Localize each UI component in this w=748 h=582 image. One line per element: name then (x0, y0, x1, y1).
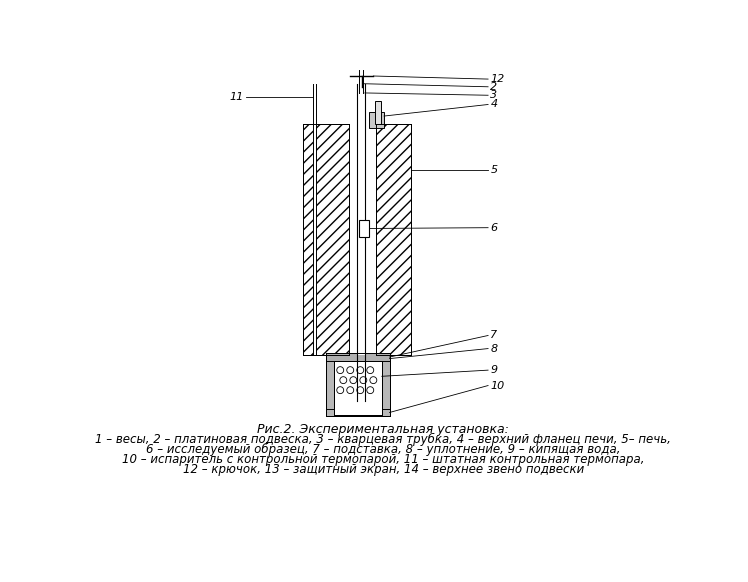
Bar (376, 124, 411, 355)
Text: 7: 7 (491, 331, 497, 340)
Bar (359, 220, 370, 237)
Text: 10: 10 (491, 381, 505, 391)
Bar (326, 353, 390, 361)
Bar (334, 361, 381, 415)
Text: 1 – весы, 2 – платиновая подвеска, 3 – кварцевая трубка, 4 – верхний фланец печи: 1 – весы, 2 – платиновая подвеска, 3 – к… (96, 432, 671, 446)
Bar (381, 353, 390, 416)
Text: 2: 2 (491, 82, 497, 92)
Text: 10 – испаритель с контрольной термопарой, 11 – штатная контрольная термопара,: 10 – испаритель с контрольной термопарой… (122, 453, 645, 466)
Text: 8: 8 (491, 343, 497, 354)
Bar (303, 124, 349, 355)
Text: 6: 6 (491, 223, 497, 233)
Text: 3: 3 (491, 90, 497, 100)
Bar (375, 101, 381, 124)
Bar (369, 112, 384, 127)
Text: 4: 4 (491, 100, 497, 109)
Text: 6 – исследуемый образец, 7 – подставка, 8 – уплотнение, 9 – кипящая вода,: 6 – исследуемый образец, 7 – подставка, … (146, 442, 621, 456)
Bar (326, 409, 390, 416)
Text: Рис.2. Экспериментальная установка:: Рис.2. Экспериментальная установка: (257, 423, 509, 435)
Text: 5: 5 (491, 165, 497, 175)
Text: 11: 11 (229, 92, 243, 102)
Bar (357, 124, 365, 355)
Bar (326, 353, 334, 416)
Bar (349, 124, 376, 355)
Text: 9: 9 (491, 365, 497, 375)
Text: 12: 12 (491, 74, 505, 84)
Bar (313, 124, 316, 355)
Text: 12 – крючок, 13 – защитный экран, 14 – верхнее звено подвески: 12 – крючок, 13 – защитный экран, 14 – в… (183, 463, 584, 475)
